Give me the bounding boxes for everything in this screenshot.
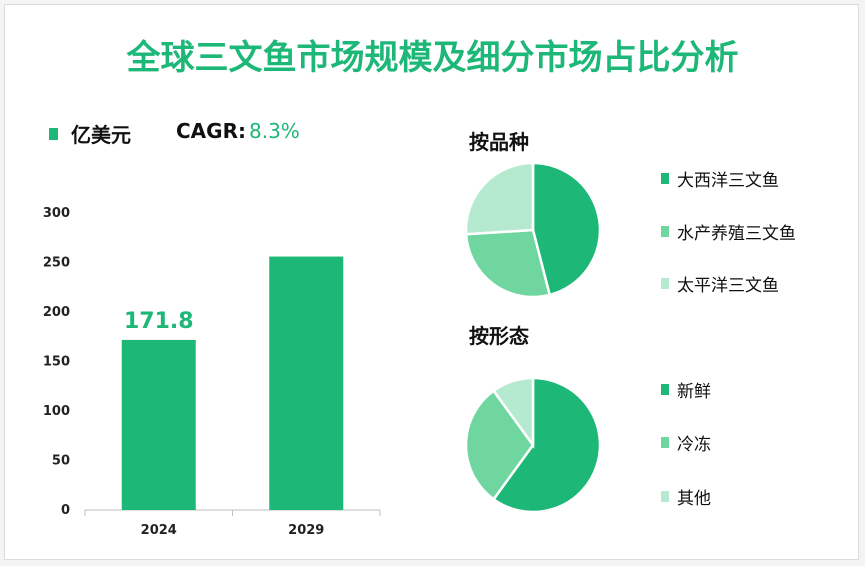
pie-title-variety: 按品种: [469, 130, 529, 154]
pie2-legend-swatch-2: [661, 491, 669, 502]
bar-2029: [269, 256, 344, 510]
y-tick-label: 200: [43, 305, 70, 320]
pie2-slice-0: [491, 376, 602, 514]
pie2-legend-swatch-0: [661, 384, 669, 395]
pie1-legend-swatch-1: [661, 226, 669, 237]
pie-title-form: 按形态: [469, 324, 529, 348]
y-tick-label: 100: [43, 404, 70, 419]
pie1-slice-0: [531, 161, 602, 297]
pie2-legend-label-1: 冷冻: [677, 435, 711, 455]
pie2-slice-2: [491, 376, 535, 449]
chart-title: 全球三文鱼市场规模及细分市场占比分析: [126, 38, 739, 78]
pie1-slice-2: [464, 161, 535, 236]
y-tick-label: 300: [43, 206, 70, 221]
x-tick-label: 2024: [141, 523, 177, 538]
cagr-value: 8.3%: [249, 119, 300, 143]
pie1-legend-label-2: 太平洋三文鱼: [677, 276, 779, 296]
y-tick-label: 150: [43, 355, 70, 370]
cagr-label: CAGR:: [176, 119, 246, 143]
bar-legend-swatch: [49, 128, 58, 140]
pie2-legend-label-2: 其他: [677, 489, 711, 509]
y-tick-label: 50: [52, 454, 70, 469]
bar-2024: [121, 339, 196, 510]
bar-data-label: 171.8: [124, 309, 194, 334]
pie1-legend-label-0: 大西洋三文鱼: [677, 171, 779, 191]
pie1-legend-label-1: 水产养殖三文鱼: [677, 224, 796, 244]
pie1-legend-swatch-0: [661, 173, 669, 184]
y-tick-label: 0: [61, 503, 70, 518]
unit-label: 亿美元: [71, 123, 131, 147]
pie1-legend-swatch-2: [661, 278, 669, 289]
pie2-legend-swatch-1: [661, 437, 669, 448]
pie2-legend-label-0: 新鲜: [677, 382, 711, 402]
pie1-slice-1: [464, 228, 552, 299]
x-tick-label: 2029: [288, 523, 324, 538]
y-tick-label: 250: [43, 256, 70, 271]
pie2-slice-1: [464, 389, 535, 501]
